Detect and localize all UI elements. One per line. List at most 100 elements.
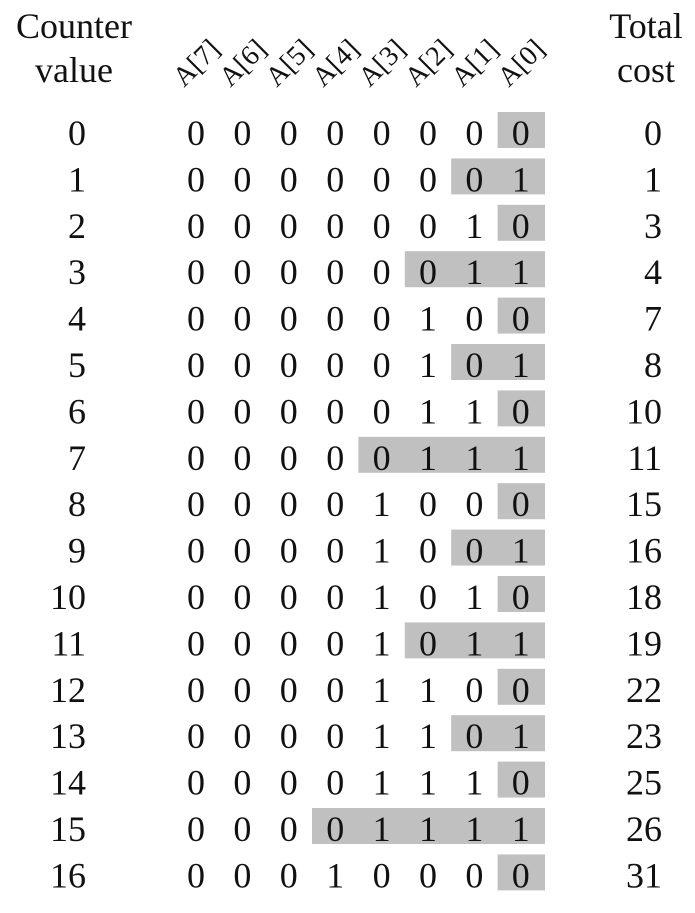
bit-value: 1 xyxy=(419,391,437,431)
bit-value: 0 xyxy=(233,484,251,524)
flip-shade xyxy=(497,576,545,612)
bit-value: 0 xyxy=(187,484,205,524)
table-row: 13 0 0 0 0 1 1 0 1 23 xyxy=(50,716,662,756)
bit-value: 1 xyxy=(465,763,483,803)
flip-shade xyxy=(451,529,545,566)
bit-value: 0 xyxy=(326,438,344,478)
bit-value: 0 xyxy=(512,391,530,431)
bit-value: 1 xyxy=(419,809,437,849)
bit-value: 0 xyxy=(187,809,205,849)
bit-value: 1 xyxy=(373,577,391,617)
counter-value: 10 xyxy=(50,577,86,617)
bit-value: 0 xyxy=(465,345,483,385)
bit-value: 0 xyxy=(233,159,251,199)
bit-value: 0 xyxy=(512,855,530,895)
bit-value: 0 xyxy=(326,716,344,756)
row-layer: 0 0 0 0 0 0 0 0 0 01 0 0 0 0 0 0 0 1 12 0 0 0 0 0 0 1 0 33 0 0 0 0 0 0 1 1 4… xyxy=(50,113,662,895)
flip-shade xyxy=(451,344,545,380)
bit-label: A[7] xyxy=(167,34,226,93)
counter-value: 12 xyxy=(50,670,86,710)
counter-value: 1 xyxy=(68,159,86,199)
bit-value: 0 xyxy=(233,855,251,895)
bit-value: 0 xyxy=(280,206,298,246)
total-cost: 22 xyxy=(626,670,662,710)
total-cost: 16 xyxy=(626,531,662,571)
bit-value: 0 xyxy=(512,670,530,710)
bit-label: A[6] xyxy=(213,34,272,93)
counter-value: 8 xyxy=(68,484,86,524)
bit-label: A[0] xyxy=(492,34,551,93)
counter-value: 16 xyxy=(50,855,86,895)
bit-value: 0 xyxy=(465,855,483,895)
bit-value: 0 xyxy=(419,577,437,617)
bit-value: 0 xyxy=(373,113,391,153)
table-row: 12 0 0 0 0 1 1 0 0 22 xyxy=(50,670,662,710)
bit-value: 0 xyxy=(187,855,205,895)
bit-value: 0 xyxy=(233,391,251,431)
flip-shade xyxy=(497,483,545,520)
bit-value: 0 xyxy=(465,484,483,524)
bit-value: 0 xyxy=(187,763,205,803)
bit-value: 0 xyxy=(187,159,205,199)
bit-value: 1 xyxy=(465,206,483,246)
bit-value: 0 xyxy=(233,206,251,246)
bit-value: 1 xyxy=(512,252,530,292)
total-cost: 15 xyxy=(626,484,662,524)
bit-value: 1 xyxy=(512,716,530,756)
bit-value: 1 xyxy=(465,438,483,478)
table-row: 8 0 0 0 0 1 0 0 0 15 xyxy=(68,484,662,524)
table-row: 16 0 0 0 1 0 0 0 0 31 xyxy=(50,855,662,895)
bit-value: 0 xyxy=(373,159,391,199)
bit-value: 0 xyxy=(280,716,298,756)
table-row: 9 0 0 0 0 1 0 0 1 16 xyxy=(68,531,662,571)
counter-value: 3 xyxy=(68,252,86,292)
total-cost: 18 xyxy=(626,577,662,617)
table-row: 11 0 0 0 0 1 0 1 1 19 xyxy=(51,623,662,663)
bit-value: 1 xyxy=(373,809,391,849)
bit-value: 1 xyxy=(512,623,530,663)
bit-value: 0 xyxy=(326,391,344,431)
bit-value: 0 xyxy=(512,113,530,153)
bit-label: A[3] xyxy=(353,34,412,93)
bit-value: 0 xyxy=(280,252,298,292)
bit-value: 0 xyxy=(419,159,437,199)
bit-value: 0 xyxy=(187,345,205,385)
bit-value: 1 xyxy=(419,670,437,710)
bit-value: 0 xyxy=(280,113,298,153)
flip-shade xyxy=(497,297,545,334)
bit-value: 0 xyxy=(465,299,483,339)
bit-value: 1 xyxy=(465,809,483,849)
total-cost: 10 xyxy=(626,391,662,431)
bit-value: 1 xyxy=(373,716,391,756)
bit-value: 0 xyxy=(233,716,251,756)
bit-value: 0 xyxy=(280,809,298,849)
bit-label: A[5] xyxy=(260,34,319,93)
bit-value: 0 xyxy=(326,113,344,153)
counter-value: 0 xyxy=(68,113,86,153)
flip-shade xyxy=(497,761,545,798)
bit-value: 1 xyxy=(465,252,483,292)
flip-shade xyxy=(404,251,545,288)
bit-value: 0 xyxy=(465,159,483,199)
bit-value: 0 xyxy=(233,252,251,292)
bit-value: 0 xyxy=(373,345,391,385)
bit-value: 1 xyxy=(465,577,483,617)
bit-value: 0 xyxy=(326,577,344,617)
bit-value: 0 xyxy=(187,670,205,710)
flip-shade xyxy=(312,808,545,844)
bit-value: 1 xyxy=(465,623,483,663)
bit-value: 0 xyxy=(419,623,437,663)
bit-value: 0 xyxy=(419,206,437,246)
total-cost: 25 xyxy=(626,763,662,803)
bit-value: 0 xyxy=(512,577,530,617)
flip-shade xyxy=(358,436,545,473)
bit-value: 0 xyxy=(373,252,391,292)
bit-value: 0 xyxy=(419,484,437,524)
flip-shade xyxy=(404,622,545,659)
bit-value: 0 xyxy=(373,299,391,339)
